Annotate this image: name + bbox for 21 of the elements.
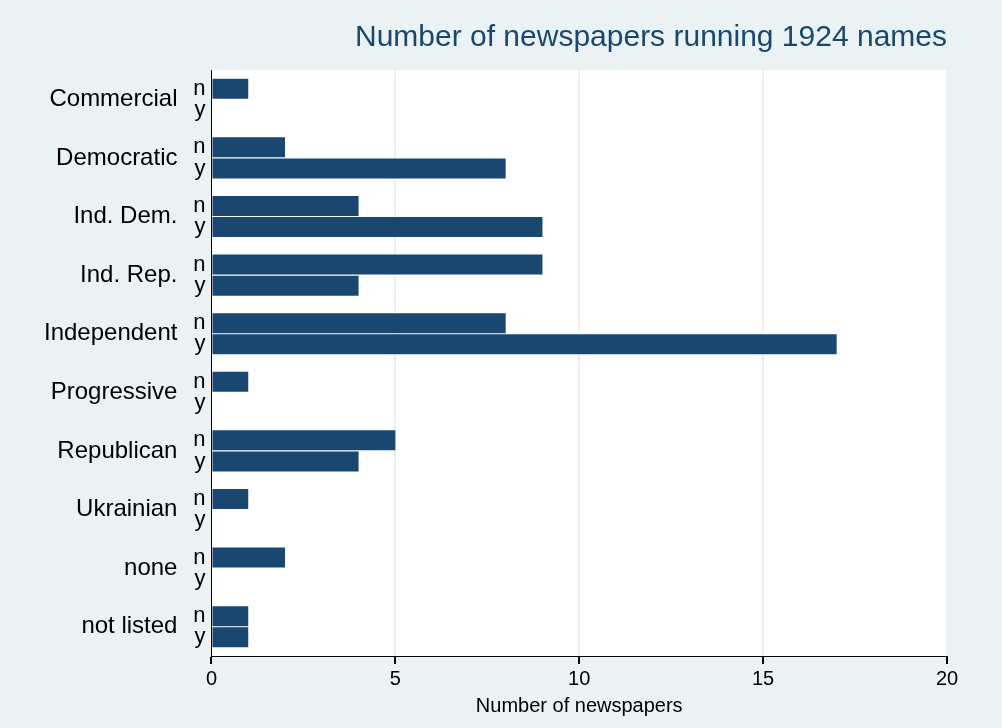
x-tick-label: 10 [568, 666, 591, 689]
x-tick-label: 0 [205, 666, 218, 689]
y-tick-label: Commercial [49, 83, 178, 111]
y-tick-label: Ukrainian [76, 494, 178, 522]
y-tick-label: Republican [57, 435, 178, 463]
x-tick-label: 20 [935, 666, 959, 689]
bar [212, 547, 286, 568]
y-tick-label: Democratic [56, 142, 178, 170]
x-tick-label: 5 [389, 666, 401, 689]
y-tick-label: none [124, 552, 178, 580]
chart-title: Number of newspapers running 1924 names [354, 19, 947, 53]
x-axis-title: Number of newspapers [475, 693, 683, 716]
y-tick-label: not listed [81, 611, 178, 639]
bar [212, 78, 249, 99]
y-tick-label: Progressive [50, 376, 178, 404]
bar [212, 371, 249, 392]
y-tick-label: Ind. Dem. [73, 201, 178, 229]
bar [212, 488, 249, 509]
y-tick-label: Independent [44, 318, 178, 346]
x-tick-label: 15 [751, 666, 775, 689]
y-tick-label: Ind. Rep. [80, 259, 178, 287]
